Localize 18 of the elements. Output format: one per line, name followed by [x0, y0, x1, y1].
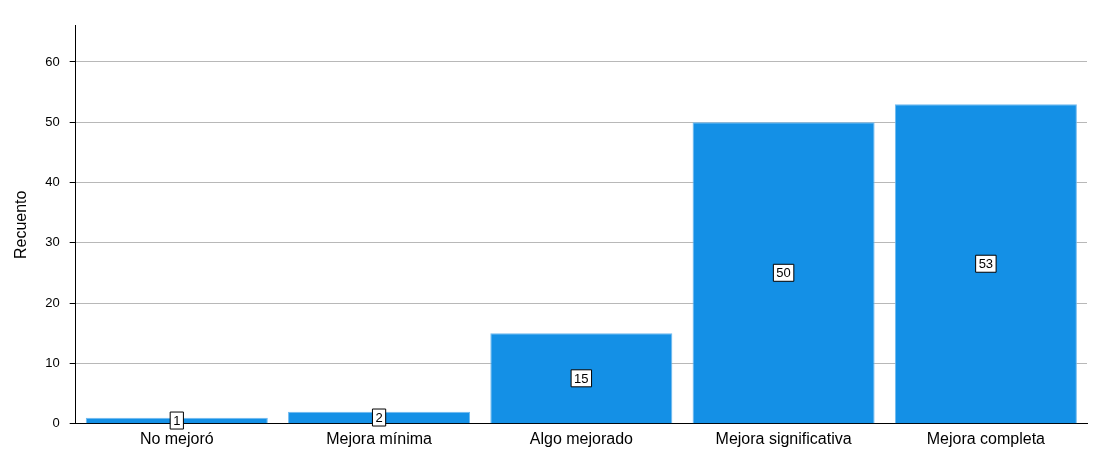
y-tick-label: 0: [52, 415, 60, 431]
data-label: 50: [776, 265, 791, 281]
y-tick-label: 50: [45, 113, 60, 129]
y-axis-title: Recuento: [12, 190, 30, 260]
data-label: 53: [978, 256, 994, 272]
y-tick-label: 20: [45, 294, 60, 310]
y-tick-label: 10: [45, 355, 60, 371]
x-tick-label: No mejoró: [139, 429, 214, 447]
y-tick-label: 60: [45, 53, 60, 69]
x-tick-label: Mejora completa: [926, 429, 1046, 447]
y-tick-label: 30: [45, 234, 60, 250]
x-tick-label: Mejora significativa: [715, 429, 852, 447]
data-label: 1: [173, 413, 181, 429]
data-label: 15: [574, 370, 589, 386]
x-tick-label: Algo mejorado: [529, 429, 634, 447]
y-tick-label: 40: [45, 174, 60, 190]
x-tick-label: Mejora mínima: [326, 429, 433, 447]
data-label: 2: [375, 410, 383, 426]
